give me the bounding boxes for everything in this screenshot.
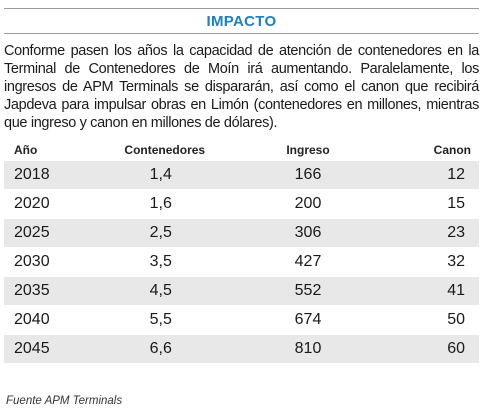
- cell-containers: 5,5: [94, 305, 228, 335]
- table-row: 2020 1,6 200 15: [4, 189, 479, 219]
- table-row: 2025 2,5 306 23: [4, 218, 479, 248]
- cell-canon: 32: [388, 247, 479, 277]
- cell-year: 2035: [4, 276, 95, 306]
- cell-containers: 4,5: [94, 276, 228, 306]
- cell-containers: 6,6: [94, 334, 228, 363]
- cell-year: 2045: [4, 334, 95, 363]
- table-row: 2040 5,5 674 50: [4, 305, 479, 335]
- data-table: Año Contenedores Ingreso Canon 2018 1,4 …: [4, 140, 479, 363]
- cell-year: 2018: [4, 160, 95, 190]
- section-title: IMPACTO: [206, 12, 277, 30]
- cell-canon: 60: [388, 334, 479, 363]
- cell-containers: 2,5: [94, 218, 228, 248]
- cell-containers: 1,4: [94, 160, 228, 190]
- cell-year: 2030: [4, 247, 95, 277]
- table-row: 2035 4,5 552 41: [4, 276, 479, 306]
- cell-year: 2020: [4, 189, 95, 219]
- cell-canon: 50: [388, 305, 479, 335]
- cell-revenue: 810: [227, 334, 389, 363]
- header-canon: Canon: [433, 143, 471, 157]
- cell-year: 2025: [4, 218, 95, 248]
- cell-containers: 1,6: [94, 189, 228, 219]
- intro-paragraph: Conforme pasen los años la capacidad de …: [4, 43, 479, 131]
- cell-revenue: 427: [227, 247, 389, 277]
- cell-canon: 12: [388, 160, 479, 190]
- cell-revenue: 200: [227, 189, 389, 219]
- cell-canon: 15: [388, 189, 479, 219]
- cell-containers: 3,5: [94, 247, 228, 277]
- table-row: 2045 6,6 810 60: [4, 334, 479, 363]
- header-year: Año: [14, 143, 38, 157]
- header-revenue: Ingreso: [286, 143, 330, 157]
- source-note: Fuente APM Terminals: [6, 395, 123, 407]
- cell-revenue: 552: [227, 276, 389, 306]
- cell-canon: 23: [388, 218, 479, 248]
- table-row: 2018 1,4 166 12: [4, 160, 479, 190]
- section-header: IMPACTO: [4, 8, 479, 34]
- cell-revenue: 674: [227, 305, 389, 335]
- cell-canon: 41: [388, 276, 479, 306]
- header-containers: Contenedores: [124, 143, 206, 157]
- cell-revenue: 166: [227, 160, 389, 190]
- table-row: 2030 3,5 427 32: [4, 247, 479, 277]
- cell-revenue: 306: [227, 218, 389, 248]
- infographic: IMPACTO Conforme pasen los años la capac…: [0, 8, 483, 411]
- cell-year: 2040: [4, 305, 95, 335]
- table-header-row: Año Contenedores Ingreso Canon: [4, 140, 479, 161]
